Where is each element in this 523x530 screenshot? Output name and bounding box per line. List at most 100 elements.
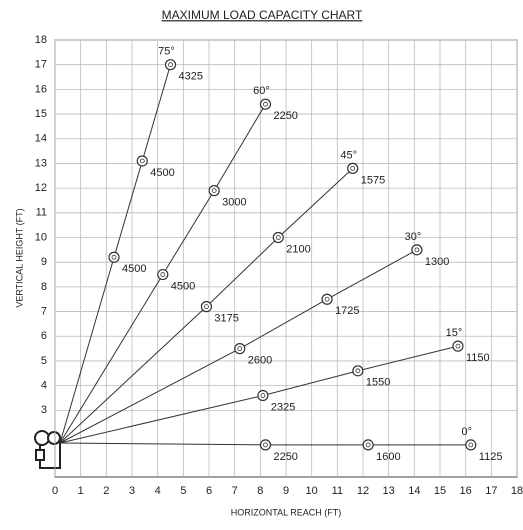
load-point-inner <box>263 442 268 448</box>
x-tick-label: 9 <box>283 485 289 497</box>
load-point <box>272 231 284 244</box>
load-point <box>208 185 220 197</box>
x-tick-label: 6 <box>206 485 212 497</box>
load-point <box>200 301 213 313</box>
y-tick-label: 4 <box>41 380 47 392</box>
y-tick-label: 12 <box>35 182 47 194</box>
load-point-inner <box>365 442 371 448</box>
load-point <box>362 439 374 451</box>
boom-series: 3175 2100 1575 45° <box>59 149 385 444</box>
y-tick-label: 5 <box>41 355 47 367</box>
load-point-inner <box>204 304 209 310</box>
load-point-inner <box>211 188 217 194</box>
y-tick-label: 3 <box>41 404 47 416</box>
crane-wheel <box>47 431 61 445</box>
load-label: 4500 <box>171 280 195 292</box>
load-label: 2600 <box>248 355 272 367</box>
load-point-inner <box>263 101 268 107</box>
load-label: 4500 <box>122 263 146 275</box>
load-label: 3175 <box>214 313 238 325</box>
boom-series: 4500 3000 2250 60° <box>59 85 298 444</box>
load-label: 1600 <box>376 451 400 463</box>
load-label: 1300 <box>425 256 449 268</box>
y-tick-label: 14 <box>35 133 47 145</box>
load-point-inner <box>111 254 117 260</box>
x-tick-label: 15 <box>434 485 446 497</box>
x-tick-label: 10 <box>306 485 318 497</box>
x-tick-label: 3 <box>129 485 135 497</box>
load-point-inner <box>468 442 474 448</box>
boom-series: 2600 1725 1300 30° <box>59 231 449 444</box>
y-tick-label: 18 <box>35 34 47 46</box>
load-point-inner <box>160 272 166 277</box>
boom-stub <box>59 257 115 444</box>
load-point <box>164 59 177 71</box>
load-point-inner <box>260 393 266 398</box>
load-point <box>411 244 423 256</box>
load-label: 2325 <box>271 401 295 413</box>
y-tick-label: 17 <box>35 59 47 71</box>
load-point-inner <box>455 343 461 349</box>
y-tick-label: 10 <box>35 231 47 243</box>
x-tick-label: 0 <box>52 485 58 497</box>
load-label: 4325 <box>179 71 203 83</box>
x-axis-label: HORIZONTAL REACH (FT) <box>231 507 342 517</box>
load-label: 3000 <box>222 197 246 209</box>
load-point-inner <box>275 235 281 240</box>
load-point-inner <box>324 296 330 302</box>
x-tick-label: 18 <box>511 485 523 497</box>
load-point <box>259 439 272 451</box>
x-tick-label: 13 <box>383 485 395 497</box>
x-tick-label: 1 <box>78 485 84 497</box>
angle-label: 0° <box>462 426 473 438</box>
load-label: 1125 <box>479 451 503 463</box>
load-point <box>452 340 464 352</box>
x-tick-label: 11 <box>332 485 343 497</box>
x-tick-label: 5 <box>180 485 186 497</box>
y-tick-label: 6 <box>41 330 47 342</box>
load-label: 2100 <box>286 243 310 255</box>
boom-series: 2325 1550 1150 15° <box>59 327 490 444</box>
load-label: 1725 <box>335 305 359 317</box>
load-point <box>321 293 333 305</box>
boom-stub <box>59 306 207 444</box>
load-label: 1575 <box>361 174 385 186</box>
load-point-inner <box>237 346 243 352</box>
boom-stub <box>59 442 266 446</box>
angle-label: 75° <box>158 46 175 58</box>
x-tick-label: 12 <box>357 485 369 497</box>
load-point <box>257 389 269 402</box>
crane-part <box>35 449 45 461</box>
crane-icon <box>34 430 61 469</box>
load-point-inner <box>139 158 145 164</box>
load-label: 4500 <box>150 167 174 179</box>
y-tick-label: 11 <box>36 207 47 219</box>
crane-wheel <box>34 430 50 446</box>
load-point <box>108 251 120 263</box>
boom-stub <box>59 348 241 444</box>
load-point-inner <box>168 62 173 68</box>
load-label: 2250 <box>273 451 297 463</box>
angle-label: 60° <box>253 85 270 97</box>
load-label: 1550 <box>366 377 390 389</box>
angle-label: 15° <box>446 327 463 339</box>
load-label: 2250 <box>273 110 297 122</box>
x-tick-label: 8 <box>257 485 263 497</box>
load-label: 1150 <box>466 352 490 364</box>
angle-label: 45° <box>340 149 357 161</box>
load-point <box>465 439 477 451</box>
x-tick-label: 4 <box>155 485 161 497</box>
boom-series: 2250 1600 1125 0° <box>59 426 503 463</box>
load-point <box>259 98 272 110</box>
boom-stub <box>59 274 164 444</box>
y-tick-label: 15 <box>35 108 47 120</box>
boom-series: 4500 4500 4325 75° <box>59 46 203 444</box>
y-tick-label: 13 <box>35 157 47 169</box>
load-point <box>157 268 169 281</box>
y-tick-label: 9 <box>41 256 47 268</box>
x-tick-label: 2 <box>103 485 109 497</box>
load-point <box>136 155 148 167</box>
load-point <box>234 343 246 355</box>
load-point-inner <box>355 368 361 374</box>
